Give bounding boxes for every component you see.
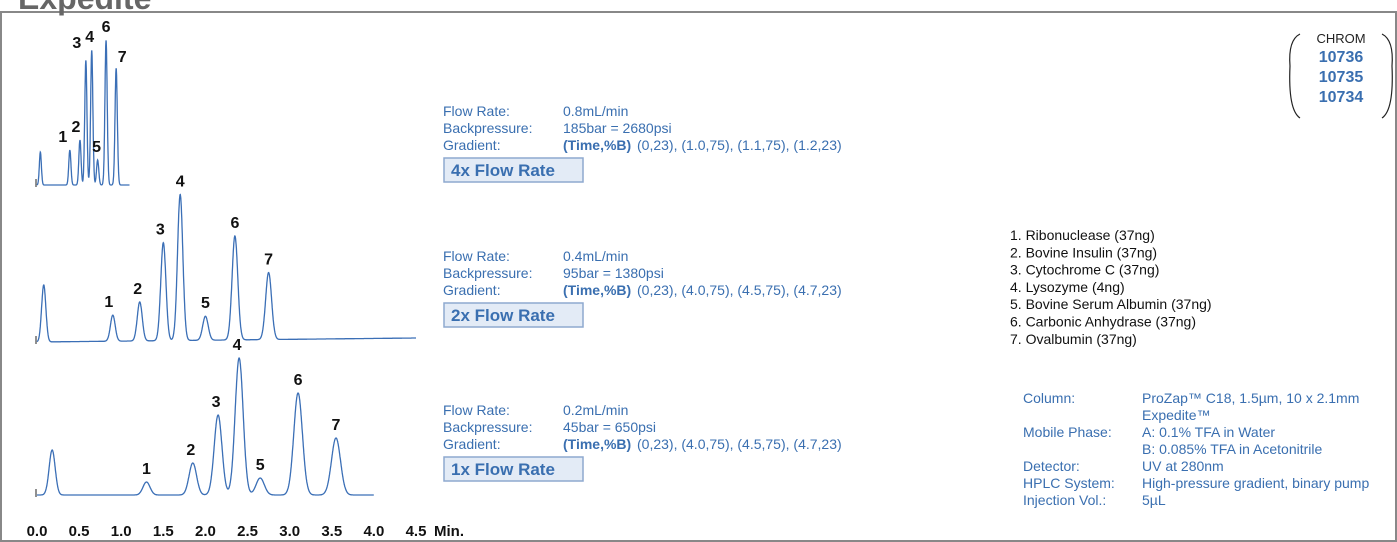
chromatogram-trace (37, 356, 374, 496)
chromatogram-trace (36, 193, 416, 343)
condition-label: Injection Vol.: (1023, 492, 1106, 508)
compound: 5. Bovine Serum Albumin (37ng) (1010, 296, 1212, 312)
peak-label: 7 (118, 49, 127, 66)
method-label: Gradient: (443, 137, 501, 153)
flow-rate-badge (443, 157, 584, 183)
x-tick-label: 2.0 (195, 523, 216, 540)
method-value: (Time,%B) (563, 137, 631, 153)
method-label: Gradient: (443, 436, 501, 452)
chrom-label: CHROM (1316, 31, 1365, 46)
method-label: Backpressure: (443, 265, 532, 281)
peak-label: 4 (176, 173, 185, 190)
peak-label: 7 (332, 417, 341, 434)
compound: 7. Ovalbumin (37ng) (1010, 331, 1137, 347)
method-label: Backpressure: (443, 419, 532, 435)
method-value: 95bar = 1380psi (563, 265, 664, 281)
peak-label: 2 (186, 442, 195, 459)
x-tick-label: 0.5 (69, 523, 90, 540)
method-value: 0.2mL/min (563, 402, 628, 418)
compound: 2. Bovine Insulin (37ng) (1010, 244, 1157, 260)
peak-label: 1 (142, 461, 151, 478)
peak-label: 3 (156, 222, 165, 239)
method-value: (0,23), (4.0,75), (4.5,75), (4.7,23) (637, 436, 842, 452)
condition-value: High-pressure gradient, binary pump (1142, 475, 1369, 491)
flow-rate-badge (443, 302, 584, 328)
title: Expedite (18, 0, 151, 16)
method-label: Gradient: (443, 282, 501, 298)
compound: 4. Lysozyme (4ng) (1010, 279, 1125, 295)
method-value: (Time,%B) (563, 436, 631, 452)
x-tick-label: 1.0 (111, 523, 132, 540)
condition-value: B: 0.085% TFA in Acetonitrile (1142, 441, 1323, 457)
frame (0, 11, 1397, 542)
method-value: 185bar = 2680psi (563, 120, 672, 136)
flow-rate-badge (443, 456, 584, 482)
peak-label: 3 (212, 394, 221, 411)
flow-rate-name: 4x Flow Rate (451, 161, 555, 180)
x-tick-label: 2.5 (237, 523, 258, 540)
condition-value: Expedite™ (1142, 407, 1210, 423)
condition-value: ProZap™ C18, 1.5µm, 10 x 2.1mm (1142, 390, 1359, 406)
chromatogram-trace (36, 40, 130, 186)
method-label: Backpressure: (443, 120, 532, 136)
peak-label: 7 (264, 252, 273, 269)
peak-label: 3 (72, 35, 81, 52)
x-tick-label: 1.5 (153, 523, 174, 540)
method-label: Flow Rate: (443, 248, 510, 264)
x-axis-label: Min. (434, 523, 464, 540)
method-value: (0,23), (1.0,75), (1.1,75), (1.2,23) (637, 137, 842, 153)
condition-value: A: 0.1% TFA in Water (1142, 424, 1275, 440)
flow-rate-name: 1x Flow Rate (451, 460, 555, 479)
peak-label: 2 (72, 119, 81, 136)
flow-rate-name: 2x Flow Rate (451, 306, 555, 325)
method-value: 45bar = 650psi (563, 419, 656, 435)
chrom-id: 10736 (1319, 49, 1364, 66)
peak-label: 6 (294, 372, 303, 389)
condition-label: HPLC System: (1023, 475, 1115, 491)
x-tick-label: 4.5 (406, 523, 427, 540)
compound: 1. Ribonuclease (37ng) (1010, 227, 1155, 243)
method-label: Flow Rate: (443, 103, 510, 119)
x-tick-label: 3.5 (321, 523, 342, 540)
peak-label: 4 (233, 337, 242, 354)
x-tick-label: 4.0 (363, 523, 384, 540)
peak-label: 4 (85, 29, 94, 46)
condition-label: Detector: (1023, 458, 1080, 474)
method-value: (Time,%B) (563, 282, 631, 298)
peak-label: 1 (104, 294, 113, 311)
peak-label: 1 (58, 129, 67, 146)
peak-label: 6 (230, 215, 239, 232)
condition-label: Column: (1023, 390, 1075, 406)
method-value: 0.4mL/min (563, 248, 628, 264)
peak-label: 5 (92, 139, 101, 156)
method-label: Flow Rate: (443, 402, 510, 418)
chrom-id: 10734 (1319, 89, 1364, 106)
condition-value: UV at 280nm (1142, 458, 1224, 474)
method-value: 0.8mL/min (563, 103, 628, 119)
compound: 6. Carbonic Anhydrase (37ng) (1010, 314, 1196, 330)
peak-label: 5 (201, 295, 210, 312)
method-value: (0,23), (4.0,75), (4.5,75), (4.7,23) (637, 282, 842, 298)
peak-label: 2 (133, 281, 142, 298)
chrom-id: 10735 (1319, 69, 1364, 86)
x-tick-label: 0.0 (27, 523, 48, 540)
x-tick-label: 3.0 (279, 523, 300, 540)
condition-value: 5µL (1142, 492, 1166, 508)
condition-label: Mobile Phase: (1023, 424, 1112, 440)
peak-label: 5 (256, 457, 265, 474)
compound: 3. Cytochrome C (37ng) (1010, 262, 1159, 278)
peak-label: 6 (102, 19, 111, 36)
chrom-bracket (1289, 33, 1393, 119)
